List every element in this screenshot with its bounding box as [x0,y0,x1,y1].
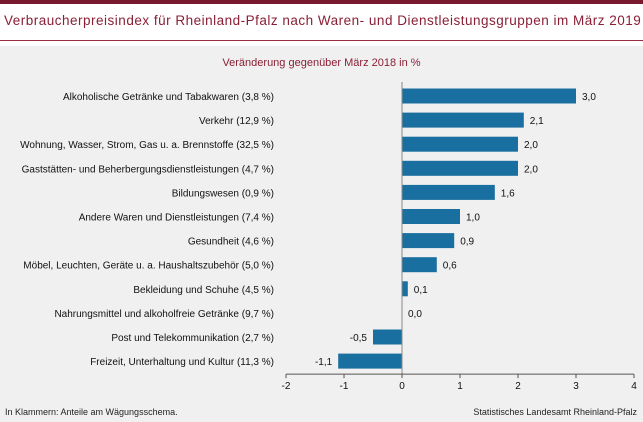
value-label: 2,0 [524,164,538,175]
category-label: Bildungswesen (0,9 %) [172,188,274,199]
x-tick-label: 2 [515,381,521,392]
footnote-weights: In Klammern: Anteile am Wägungsschema. [5,407,178,417]
bar [402,160,518,176]
bar [402,136,518,152]
value-label: 1,6 [501,188,515,199]
category-label: Verkehr (12,9 %) [199,116,274,127]
x-tick-label: -1 [340,381,349,392]
x-tick-label: 4 [631,381,637,392]
value-label: 0,9 [460,237,474,248]
chart-title: Verbraucherpreisindex für Rheinland-Pfal… [4,13,642,28]
category-label: Gesundheit (4,6 %) [188,237,274,248]
bar [402,112,524,128]
value-label: 1,0 [466,213,480,224]
chart-panel [0,46,643,422]
category-label: Alkoholische Getränke und Tabakwaren (3,… [63,92,274,103]
chart-subtitle: Veränderung gegenüber März 2018 in % [222,57,421,69]
category-label: Nahrungsmittel und alkoholfreie Getränke… [54,309,274,320]
bar [402,88,576,104]
value-label: 3,0 [582,92,596,103]
top-accent-bar [0,0,643,4]
footnote-source: Statistisches Landesamt Rheinland-Pfalz [473,407,637,417]
bar [373,329,402,345]
value-label: -0,5 [350,333,368,344]
category-label: Gaststätten- und Beherbergungsdienstleis… [22,164,274,175]
category-label: Möbel, Leuchten, Geräte u. a. Haushaltsz… [23,261,274,272]
bar [402,184,495,200]
bar [402,281,408,297]
bar [402,233,455,249]
value-label: 0,6 [443,261,457,272]
category-label: Bekleidung und Schuhe (4,5 %) [133,285,274,296]
title-divider [0,40,643,41]
bar [338,353,402,369]
value-label: 2,1 [530,116,544,127]
category-label: Wohnung, Wasser, Strom, Gas u. a. Brenns… [20,140,274,151]
x-tick-label: -2 [282,381,291,392]
bar [402,257,437,273]
value-label: 0,0 [408,309,422,320]
category-label: Andere Waren und Dienstleistungen (7,4 %… [79,213,274,224]
value-label: -1,1 [315,357,333,368]
x-tick-label: 1 [457,381,463,392]
category-label: Post und Telekommunikation (2,7 %) [111,333,274,344]
value-label: 0,1 [414,285,428,296]
x-tick-label: 0 [399,381,405,392]
value-label: 2,0 [524,140,538,151]
bar [402,209,460,224]
category-label: Freizeit, Unterhaltung und Kultur (11,3 … [90,357,274,368]
x-tick-label: 3 [573,381,579,392]
